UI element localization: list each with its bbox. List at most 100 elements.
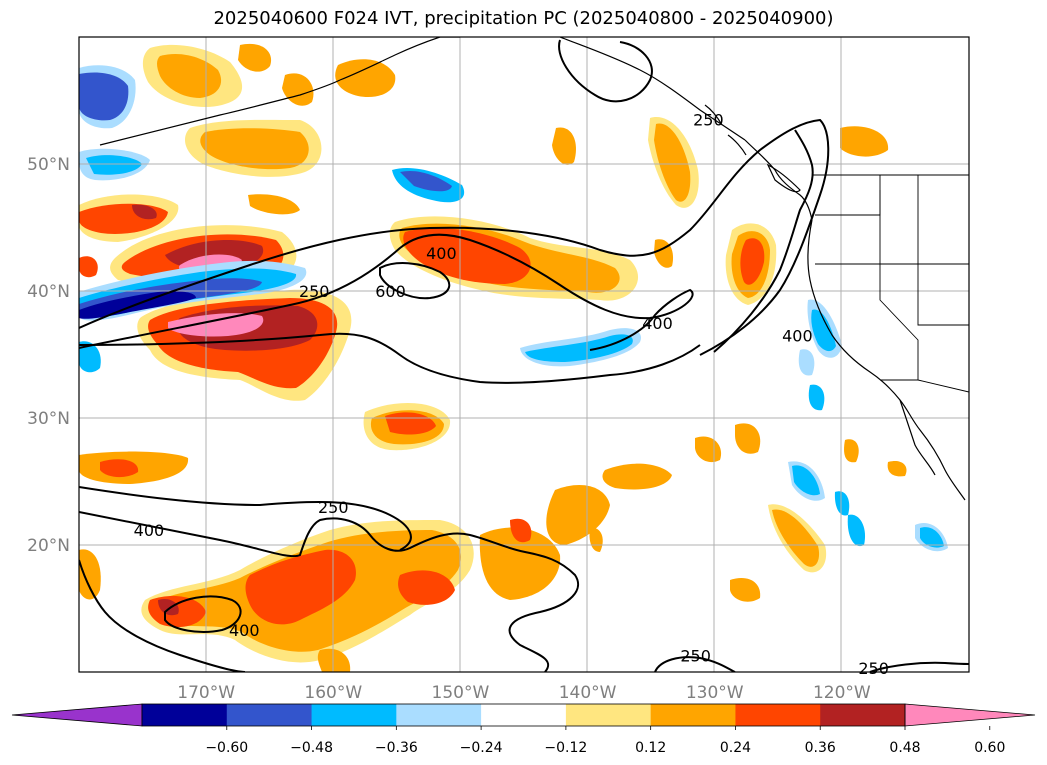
neg-area-36n-west [79,341,101,373]
state-border-ca-nv [879,264,919,380]
lon-tick-label: 130°W [686,683,744,703]
colorbar-tick-label: 0.36 [805,740,836,756]
colorbar-tick-label: −0.60 [205,740,248,756]
latitude-ticks: 20°N 30°N 40°N 50°N [27,155,70,556]
neg-area-22n-east [847,514,866,547]
ivt-contour-400-sw [79,559,246,672]
precip-area-22n-east-core [772,509,820,567]
colorbar-segment [142,704,228,726]
political-borders [812,174,969,393]
map-frame [78,36,970,673]
colorbar-segment [481,704,567,726]
precip-area-aleutian-2 [238,43,272,72]
precip-area-28n-right [844,439,859,463]
us-mexico-border [880,379,969,393]
precip-area-south-sw [79,549,101,600]
colorbar-tick-label: −0.24 [460,740,503,756]
state-border-id [879,175,919,264]
precip-area-50n-west-core [200,128,309,170]
coastlines [99,37,966,501]
precip-area-45n-west-dark [132,204,157,220]
neg-area-28n-east-core [792,465,820,496]
precip-area-37n-band-pink [168,313,264,337]
map-content [79,37,969,672]
contour-label: 400 [782,326,813,345]
ivt-contour-400-loop [164,595,242,633]
precip-area-bc-coast-core [654,123,691,202]
precip-area-south-bottom [317,648,351,672]
colorbar-tick-label: −0.48 [290,740,333,756]
longitude-ticks: 170°W 160°W 150°W 140°W 130°W 120°W [177,683,871,703]
precip-area-nw-coast [840,126,889,157]
precip-area-28n-center [602,463,672,490]
precip-area-gulf-ak [335,59,396,98]
precip-negative-shading [79,65,948,552]
neg-area-51n-core [86,155,142,175]
lon-tick-label: 120°W [813,683,871,703]
neg-area-ca-3 [808,384,825,411]
contour-label: 250 [858,659,889,678]
neg-area-ca-coast-core [811,309,836,352]
neg-area-ca-2 [798,349,815,376]
us-west-coast [807,219,966,501]
contour-label: 400 [426,244,457,263]
contour-label: 250 [693,111,724,130]
ivt-contour-400-lower [79,332,701,384]
precip-area-28n-right-2 [887,460,907,477]
precip-area-50n-east [248,194,300,215]
contour-label: 400 [229,621,260,640]
bc-islands [704,104,747,156]
colorbar-outline [141,703,906,727]
colorbar-segment [650,704,736,726]
contour-label: 400 [642,314,673,333]
colorbar-segment [396,704,482,726]
colorbar-extend-min [11,703,143,727]
contour-label: 250 [318,498,349,517]
contour-labels: 250 250 400 600 400 400 250 400 400 250 250 [134,111,889,679]
lat-tick-label: 20°N [27,536,70,556]
lon-tick-label: 140°W [559,683,617,703]
precip-area-30n-east [695,436,722,463]
precip-area-16n-mid [730,578,761,602]
ivt-contour-600 [379,262,451,300]
neg-area-35n-central-core [525,334,633,362]
precip-area-aleutian-core [157,53,222,98]
precip-area-20n-mid [589,527,603,552]
precip-area-30n-west-red [100,459,139,478]
ivt-contour-250-bottom-right [869,661,969,672]
ivt-contour-400-main [79,233,694,351]
colorbar: −0.60 −0.48 −0.36 −0.24 −0.12 0.12 0.24 0.36 0.4… [11,703,1036,756]
precip-area-oregon-red [740,238,765,285]
colorbar-tick-label: 0.12 [635,740,666,756]
lon-tick-label: 160°W [304,683,362,703]
ivt-contours [79,39,969,672]
contour-label: 400 [134,521,165,540]
alaska-peninsula [339,37,441,81]
neg-area-nw-core [79,72,129,121]
neg-area-24n-east [834,491,850,516]
colorbar-segment [735,704,821,726]
colorbar-segment [226,704,313,726]
colorbar-tick-label: −0.12 [544,740,587,756]
precip-area-41n-west [79,256,98,278]
precip-area-south-red-3 [398,570,455,605]
ivt-contour-250-south [79,486,412,551]
precip-area-south-large-red [245,549,356,625]
lat-tick-label: 40°N [27,282,70,302]
ivt-contour-400-south [79,511,580,672]
colorbar-tick-label: −0.36 [375,740,418,756]
contour-label: 250 [680,646,711,665]
state-border-nv-ut [917,264,969,326]
ivt-contour-250-upper [558,39,653,103]
colorbar-tick-label: 0.24 [720,740,751,756]
ivt-contour-250-north [79,118,830,356]
lon-tick-label: 170°W [177,683,235,703]
vancouver-island [766,163,801,193]
neg-area-22n-far-east-core [920,527,944,548]
ivt-contour-250-bottom-mid [654,656,736,672]
colorbar-segment [565,704,652,726]
lon-tick-label: 150°W [432,683,490,703]
contour-label: 250 [299,282,330,301]
colorbar-tick-label: 0.48 [889,740,920,756]
precip-area-bc-small [552,127,576,165]
